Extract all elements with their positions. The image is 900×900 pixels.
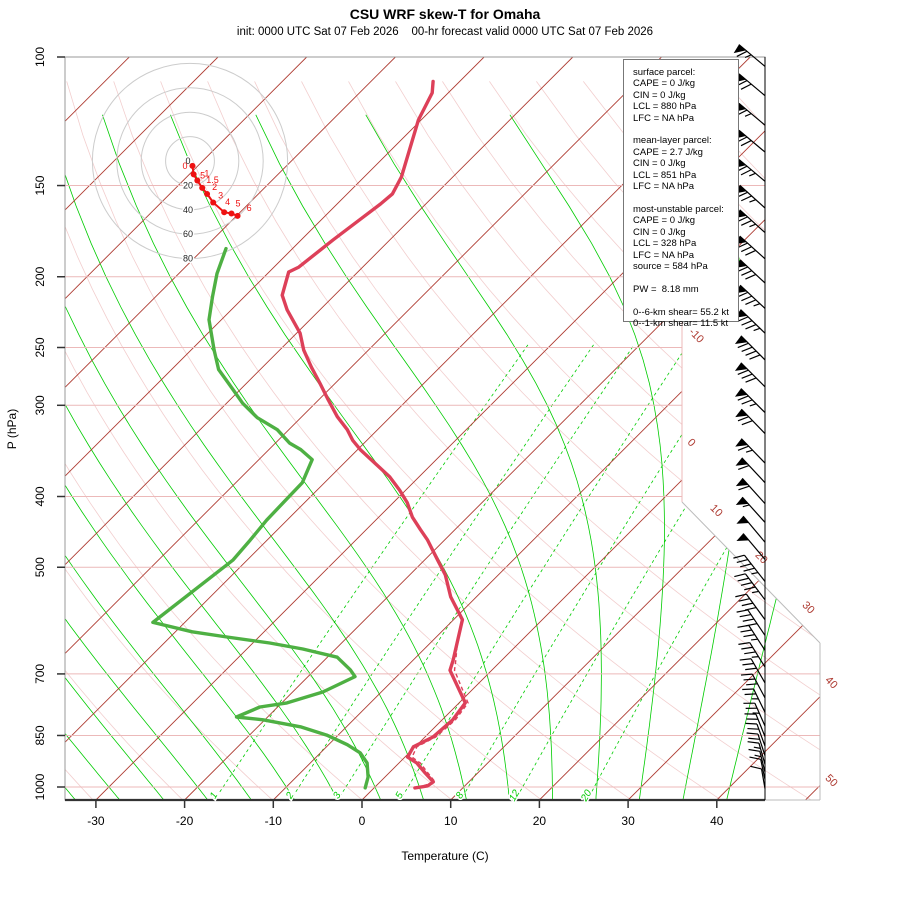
hodograph-point: [234, 212, 241, 219]
wind-barb: [735, 496, 766, 523]
dewpoint-curve: [151, 246, 370, 790]
hodograph-height-label: 0: [182, 161, 187, 171]
hodograph-ring-label: 0: [185, 156, 190, 166]
wind-barb: [735, 457, 766, 484]
hodograph-point: [228, 210, 235, 217]
sounding-curves: [151, 79, 469, 790]
hodograph-height-label: 5: [235, 198, 240, 208]
wind-barb: [745, 722, 766, 747]
isotherm-edge-label: 40: [823, 674, 840, 691]
dry-adiabats-group: [65, 81, 820, 800]
wind-barb: [734, 388, 766, 414]
isotherm-edge-label: 0: [685, 436, 698, 449]
temp-tick-label: 20: [533, 814, 547, 828]
hodograph-ring-label: 20: [183, 180, 193, 190]
pressure-tick-label: 100: [33, 47, 47, 67]
wind-barb: [743, 702, 766, 727]
hodograph-point: [189, 162, 196, 169]
isotherm-edge-label: 30: [800, 599, 817, 616]
wind-barb: [737, 624, 766, 651]
temperature-curve: [280, 79, 467, 790]
pressure-tick-label: 500: [33, 557, 47, 577]
pressure-tick-label: 250: [33, 337, 47, 357]
wind-barb: [734, 362, 766, 388]
wind-barb: [747, 741, 766, 765]
pressure-tick-label: 150: [33, 175, 47, 195]
wind-barb: [748, 748, 766, 773]
wind-barb: [740, 673, 766, 699]
isotherm-edge-label: 10: [708, 502, 725, 519]
hodograph-height-label: 6: [247, 203, 252, 213]
temp-tick-label: 30: [621, 814, 635, 828]
wind-barb: [736, 533, 766, 560]
wind-barb: [742, 688, 766, 713]
wind-barb: [735, 438, 766, 464]
temp-tick-label: 40: [710, 814, 724, 828]
hodograph-point: [204, 190, 211, 197]
isotherm-edge-label: 20: [753, 549, 770, 566]
mixing-ratio-labels: 1 2 3 5 8 12 20: [207, 786, 596, 805]
hodograph-ring-label: 40: [183, 205, 193, 215]
wind-barb: [733, 554, 766, 582]
pressure-tick-label: 300: [33, 395, 47, 415]
temp-tick-label: 10: [444, 814, 458, 828]
wind-barb: [734, 335, 766, 361]
hodograph-height-label: .5: [198, 170, 206, 180]
hodograph-height-label: 3: [218, 190, 223, 200]
pressure-tick-label: 400: [33, 486, 47, 506]
parcel-trace-curve: [411, 619, 469, 789]
wind-barb: [734, 573, 766, 601]
pressure-tick-label: 1000: [33, 773, 47, 800]
hodograph-point: [190, 171, 197, 178]
wind-barb: [749, 756, 766, 780]
background-grid: [65, 57, 820, 800]
pressure-axis-title: P (hPa): [5, 409, 19, 449]
hodograph-ring-label: 80: [183, 254, 193, 264]
chart-subtitle: init: 0000 UTC Sat 07 Feb 2026 00-hr for…: [236, 26, 654, 38]
hodograph-point: [194, 177, 201, 184]
wind-barb: [739, 658, 766, 684]
wind-barb: [736, 515, 766, 543]
wind-barb: [733, 44, 766, 67]
isotherm-edge-label: 50: [823, 772, 840, 789]
temp-axis-title: Temperature (C): [401, 849, 488, 863]
hodograph-height-label: 1: [204, 169, 209, 179]
wind-barb: [734, 284, 766, 309]
wind-barbs: [733, 44, 766, 800]
pressure-tick-label: 200: [33, 266, 47, 286]
hodograph-ring-label: 60: [183, 229, 193, 239]
hodograph-height-label: 4: [225, 197, 230, 207]
chart-title: CSU WRF skew-T for Omaha: [349, 6, 541, 22]
hodograph-point: [199, 184, 206, 191]
wind-barb: [735, 593, 766, 621]
temp-tick-label: -10: [265, 814, 283, 828]
parcel-info-box: surface parcel: CAPE = 0 J/kg CIN = 0 J/…: [623, 59, 739, 329]
temp-tick-label: -30: [87, 814, 105, 828]
pressure-tick-label: 700: [33, 664, 47, 684]
wind-barb: [735, 477, 766, 505]
wind-barb: [746, 732, 766, 756]
temp-tick-label: 0: [359, 814, 366, 828]
wind-barb: [734, 259, 766, 284]
hodograph-height-label: 1.5: [206, 175, 219, 185]
pressure-tick-label: 850: [33, 725, 47, 745]
hodograph-point: [210, 199, 217, 206]
hodograph-point: [221, 209, 228, 216]
wind-barb: [738, 642, 766, 668]
wind-barb: [736, 609, 766, 636]
wind-barb: [735, 408, 766, 435]
hodograph-height-label: 2: [212, 182, 217, 192]
temp-tick-label: -20: [176, 814, 194, 828]
wind-barb: [750, 765, 766, 789]
wind-barb: [744, 713, 766, 737]
